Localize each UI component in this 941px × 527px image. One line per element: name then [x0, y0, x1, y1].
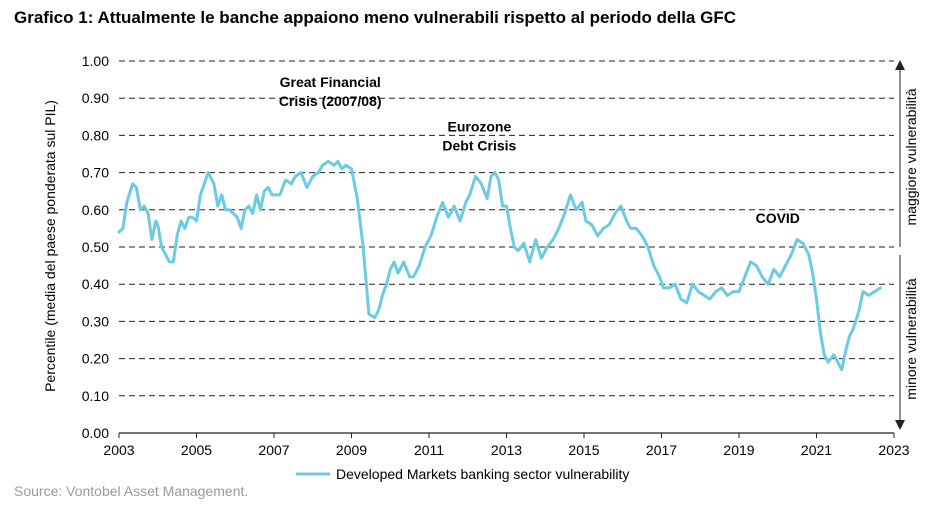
chart-title: Grafico 1: Attualmente le banche appaion… — [14, 8, 736, 27]
x-tick-label: 2007 — [258, 442, 289, 458]
lower-arrow-icon — [895, 420, 905, 430]
y-tick-label: 0.10 — [82, 388, 109, 404]
x-tick-labels: 2003 2005 2007 2009 2011 2013 2015 2017 2019 2021… — [103, 433, 910, 458]
y-axis-label: Percentile (media del paese ponderata su… — [42, 100, 58, 392]
annotation-0: Great Financial Crisis (2007/08) — [279, 74, 382, 109]
annotation-2: COVID — [756, 210, 800, 226]
upper-side-label: maggiore vulnerabilità — [903, 88, 919, 225]
upper-arrow-icon — [895, 60, 905, 70]
y-tick-label: 0.00 — [82, 425, 109, 441]
lower-side-label: minore vulnerabilità — [903, 278, 919, 400]
y-tick-label: 1.00 — [82, 53, 109, 69]
y-tick-label: 0.40 — [82, 276, 109, 292]
x-tick-label: 2023 — [878, 442, 909, 458]
y-tick-label: 0.80 — [82, 127, 109, 143]
series-line-0 — [117, 159, 882, 372]
x-tick-label: 2009 — [336, 442, 367, 458]
annotations: Great Financial Crisis (2007/08) Eurozone D… — [279, 74, 800, 226]
grid-lines — [119, 60, 894, 434]
y-tick-label: 0.20 — [82, 351, 109, 367]
x-tick-label: 2019 — [723, 442, 754, 458]
y-tick-label: 0.50 — [82, 239, 109, 255]
legend-label: Developed Markets banking sector vulnera… — [336, 466, 629, 482]
y-tick-labels: 0.00 0.10 0.20 0.30 0.40 0.50 0.60 0.70 0.80 0.90… — [82, 53, 109, 441]
y-tick-label: 0.90 — [82, 90, 109, 106]
series-layer — [117, 159, 882, 372]
x-tick-label: 2013 — [491, 442, 522, 458]
annotation-1: Eurozone Debt Crisis — [442, 119, 516, 154]
x-tick-label: 2011 — [414, 442, 444, 458]
x-tick-label: 2005 — [181, 442, 212, 458]
vulnerability-direction: maggiore vulnerabilità minore vulnerabil… — [895, 60, 919, 430]
y-tick-label: 0.60 — [82, 202, 109, 218]
x-tick-label: 2021 — [801, 442, 832, 458]
y-tick-label: 0.70 — [82, 165, 109, 181]
x-tick-label: 2003 — [103, 442, 134, 458]
x-tick-label: 2015 — [568, 442, 599, 458]
legend: Developed Markets banking sector vulnera… — [296, 466, 629, 482]
x-tick-label: 2017 — [646, 442, 677, 458]
y-tick-label: 0.30 — [82, 313, 109, 329]
source-note: Source: Vontobel Asset Management. — [14, 483, 249, 499]
